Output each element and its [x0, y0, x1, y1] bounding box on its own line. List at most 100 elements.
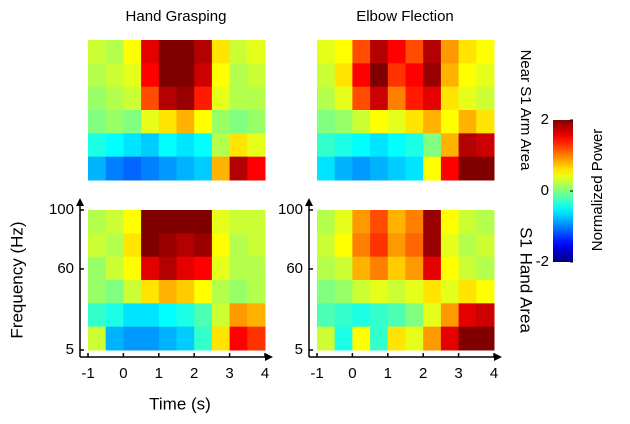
- heatmap-cell: [317, 156, 336, 181]
- heatmap-cell: [105, 110, 124, 134]
- heatmap-cell: [317, 256, 336, 281]
- heatmap-cell: [334, 326, 353, 351]
- heatmap-cell: [458, 233, 477, 258]
- heatmap-cell: [370, 63, 389, 88]
- row-label: S1 Hand Area: [517, 227, 536, 333]
- heatmap-cell: [141, 256, 160, 281]
- heatmap-cell: [476, 326, 495, 351]
- heatmap-cell: [440, 40, 460, 64]
- heatmap-cell: [229, 110, 248, 134]
- heatmap-cell: [176, 156, 195, 181]
- heatmap-cell: [123, 280, 142, 304]
- heatmap-cell: [229, 40, 248, 64]
- heatmap-cell: [423, 63, 442, 88]
- heatmap-cell: [194, 303, 213, 328]
- heatmap-cell: [440, 86, 460, 111]
- heatmap-cell: [317, 303, 336, 328]
- heatmap-cell: [405, 133, 424, 158]
- heatmap-cell: [387, 40, 406, 64]
- heatmap-cell: [352, 280, 371, 304]
- heatmap-cell: [247, 326, 266, 351]
- heatmap-cell: [476, 280, 495, 304]
- heatmap-cell: [158, 40, 177, 64]
- heatmap-cell: [405, 280, 424, 304]
- heatmap-cell: [229, 303, 248, 328]
- heatmap-cell: [247, 40, 266, 64]
- heatmap-cell: [176, 303, 195, 328]
- heatmap-cell: [387, 156, 406, 181]
- heatmap-cell: [211, 40, 231, 64]
- heatmap-cell: [229, 156, 248, 181]
- heatmap-cell: [405, 303, 424, 328]
- heatmap-cell: [105, 86, 124, 111]
- heatmap-cell: [458, 63, 477, 88]
- heatmap-cell: [352, 40, 371, 64]
- heatmap-cell: [105, 326, 124, 351]
- heatmap-cell: [387, 233, 406, 258]
- heatmap-cell: [458, 40, 477, 64]
- heatmap-cell: [440, 256, 460, 281]
- heatmap-cell: [440, 210, 460, 234]
- x-axis-arrow: [494, 353, 502, 361]
- x-tick-label: 2: [190, 365, 198, 382]
- heatmap-cell: [211, 63, 231, 88]
- heatmap-cell: [229, 86, 248, 111]
- heatmap-cell: [458, 156, 477, 181]
- heatmap-cell: [211, 156, 231, 181]
- heatmap-cell: [211, 133, 231, 158]
- heatmap-cell: [88, 303, 107, 328]
- y-tick-label: 100: [49, 201, 74, 218]
- heatmap-cell: [317, 210, 336, 234]
- heatmap-cell: [211, 326, 231, 351]
- heatmap-cell: [141, 280, 160, 304]
- x-tick-label: 4: [490, 365, 498, 382]
- heatmap-cell: [247, 210, 266, 234]
- heatmap-cell: [334, 303, 353, 328]
- x-tick-label: 0: [348, 365, 356, 382]
- heatmap-cell: [387, 303, 406, 328]
- heatmap-cell: [88, 256, 107, 281]
- heatmap-cell: [123, 40, 142, 64]
- heatmap-cell: [334, 86, 353, 111]
- heatmap-cell: [88, 110, 107, 134]
- x-tick-label: 4: [261, 365, 269, 382]
- heatmap-cell: [405, 110, 424, 134]
- heatmap-cell: [176, 210, 195, 234]
- heatmap-cell: [158, 233, 177, 258]
- heatmap-cell: [476, 233, 495, 258]
- heatmap-cell: [405, 40, 424, 64]
- heatmap-cell: [105, 233, 124, 258]
- heatmap-cell: [123, 110, 142, 134]
- heatmap-cell: [247, 63, 266, 88]
- heatmap-cell: [105, 280, 124, 304]
- heatmap-cell: [334, 110, 353, 134]
- heatmap-cell: [352, 110, 371, 134]
- heatmap-cell: [476, 156, 495, 181]
- heatmap-cell: [88, 233, 107, 258]
- heatmap-cell: [194, 156, 213, 181]
- heatmap-cell: [317, 110, 336, 134]
- heatmap-cell: [247, 110, 266, 134]
- y-axis-label: Frequency (Hz): [7, 221, 26, 338]
- heatmap-cell: [458, 256, 477, 281]
- heatmap-cell: [194, 326, 213, 351]
- heatmap-cell: [405, 63, 424, 88]
- heatmap-cell: [476, 40, 495, 64]
- y-tick-label: 60: [286, 260, 303, 277]
- heatmap-cell: [141, 156, 160, 181]
- heatmap-cell: [211, 280, 231, 304]
- heatmap-cell: [423, 326, 442, 351]
- heatmap-cell: [387, 256, 406, 281]
- heatmap-cell: [229, 133, 248, 158]
- heatmap-cell: [405, 210, 424, 234]
- heatmap-cell: [370, 110, 389, 134]
- heatmap-cell: [476, 110, 495, 134]
- heatmap-cell: [194, 40, 213, 64]
- heatmap-cell: [88, 156, 107, 181]
- heatmap-cell: [352, 256, 371, 281]
- heatmap-cell: [247, 156, 266, 181]
- colorbar-tick-label: 2: [541, 111, 549, 128]
- heatmap-cell: [176, 40, 195, 64]
- heatmap-cell: [334, 133, 353, 158]
